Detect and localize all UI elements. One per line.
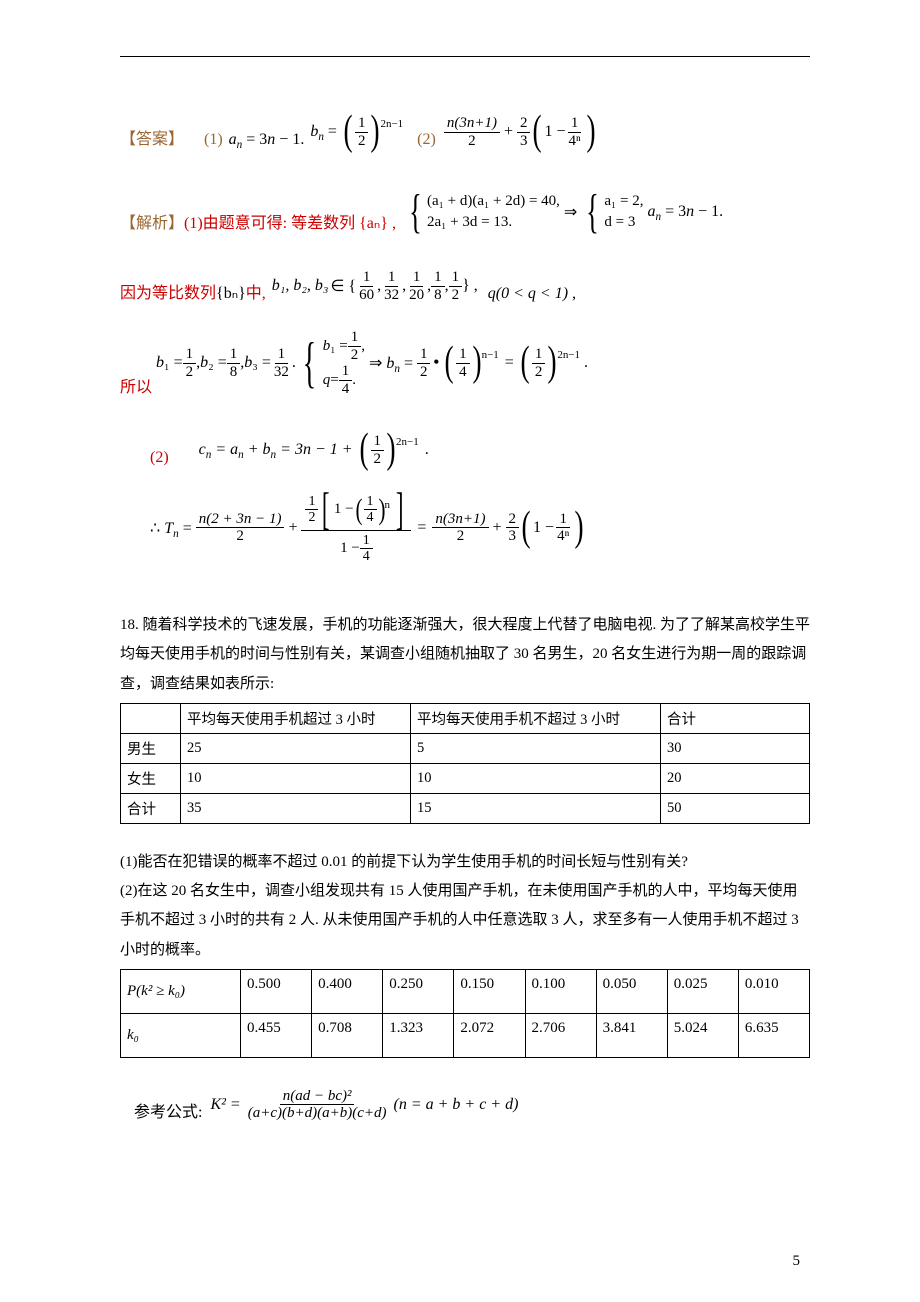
- cell: 2.072: [454, 1013, 525, 1057]
- cell: 6.635: [738, 1013, 809, 1057]
- table-row: 男生 25 5 30: [121, 733, 810, 763]
- k-row2-head: k₀: [121, 1013, 241, 1057]
- line3-set-expr: b₁, b₂, b₃ ∈ { 160, 132, 120, 18, 12 } ,: [272, 269, 478, 303]
- analysis-tag: 【解析】: [120, 209, 184, 233]
- cell: 男生: [121, 733, 181, 763]
- cell: 3.841: [596, 1013, 667, 1057]
- cell: 15: [411, 793, 661, 823]
- analysis-line-4: 所以 b₁ = 12 , b₂ = 18 , b₃ = 132 . { b₁ =…: [120, 325, 810, 397]
- th-total: 合计: [661, 703, 810, 733]
- answer-eq3: n(3n+1)2 + 23 ( 1 − 14ⁿ ): [444, 115, 598, 149]
- top-rule: [120, 56, 810, 57]
- cell: 0.500: [241, 969, 312, 1013]
- answer-line: 【答案】 (1) an = 3n − 1. bn = ( 12 ) 2n−1 (…: [120, 87, 810, 149]
- analysis-intro: (1)由题意可得: 等差数列 {aₙ} ,: [184, 209, 396, 233]
- cell: 20: [661, 763, 810, 793]
- cell: 50: [661, 793, 810, 823]
- line4-eq: b₁ = 12 , b₂ = 18 , b₃ = 132 . { b₁ = 12…: [156, 329, 588, 397]
- line3-mid: 中,: [246, 279, 266, 303]
- ref-formula: K² = n(ad − bc)² (a+c)(b+d)(a+b)(c+d) (n…: [210, 1088, 518, 1122]
- problem-18-text: 18. 随着科学技术的飞速发展，手机的功能逐渐强大，很大程度上代替了电脑电视. …: [120, 611, 810, 699]
- cell: 0.250: [383, 969, 454, 1013]
- cell: 0.400: [312, 969, 383, 1013]
- contingency-table: 平均每天使用手机超过 3 小时 平均每天使用手机不超过 3 小时 合计 男生 2…: [120, 703, 810, 824]
- cell: 30: [661, 733, 810, 763]
- answer-part2-label: (2): [417, 131, 436, 149]
- analysis-line-5: (2) cn = an + bn = 3n − 1 + ( 12 ) 2n−1 …: [150, 419, 810, 467]
- line5-eq: cn = an + bn = 3n − 1 + ( 12 ) 2n−1 .: [199, 433, 429, 467]
- cell: 合计: [121, 793, 181, 823]
- answer-part1-label: (1): [204, 131, 223, 149]
- line3-prefix: 因为等比数列: [120, 279, 216, 303]
- analysis-line-3: 因为等比数列 {bₙ} 中, b₁, b₂, b₃ ∈ { 160, 132, …: [120, 255, 810, 303]
- line4-prefix: 所以: [120, 373, 152, 397]
- table-row: k₀ 0.455 0.708 1.323 2.072 2.706 3.841 5…: [121, 1013, 810, 1057]
- line5-label: (2): [150, 449, 169, 467]
- table-row: P(k² ≥ k₀) 0.500 0.400 0.250 0.150 0.100…: [121, 969, 810, 1013]
- analysis-sys1: { (a₁ + d)(a₁ + 2d) = 40, 2a₁ + 3d = 13.…: [404, 191, 723, 233]
- table-row: 女生 10 10 20: [121, 763, 810, 793]
- page-container: 【答案】 (1) an = 3n − 1. bn = ( 12 ) 2n−1 (…: [0, 0, 920, 1302]
- answer-eq1: an = 3n − 1.: [229, 131, 305, 149]
- cell: 25: [181, 733, 411, 763]
- line3-cond: q(0 < q < 1) ,: [488, 285, 576, 303]
- table-row: 合计 35 15 50: [121, 793, 810, 823]
- cell: 0.050: [596, 969, 667, 1013]
- answer-tag: 【答案】: [120, 125, 184, 149]
- cell: 5: [411, 733, 661, 763]
- cell: 0.150: [454, 969, 525, 1013]
- cell: 5.024: [667, 1013, 738, 1057]
- cell: 0.010: [738, 969, 809, 1013]
- cell: 10: [411, 763, 661, 793]
- ref-formula-line: 参考公式: K² = n(ad − bc)² (a+c)(b+d)(a+b)(c…: [134, 1074, 810, 1122]
- cell: 1.323: [383, 1013, 454, 1057]
- cell: 0.100: [525, 969, 596, 1013]
- answer-eq2: bn = ( 12 ) 2n−1: [310, 115, 405, 149]
- page-number: 5: [793, 1253, 801, 1270]
- table-row: 平均每天使用手机超过 3 小时 平均每天使用手机不超过 3 小时 合计: [121, 703, 810, 733]
- q1-text: (1)能否在犯错误的概率不超过 0.01 的前提下认为学生使用手机的时间长短与性…: [120, 848, 810, 877]
- analysis-line-6: ∴ Tn = n(2 + 3n − 1) 2 + 12 [ 1 − ( 14 )…: [120, 489, 810, 589]
- th-over3: 平均每天使用手机超过 3 小时: [181, 703, 411, 733]
- ref-label: 参考公式:: [134, 1098, 202, 1122]
- cell: 10: [181, 763, 411, 793]
- cell: 0.025: [667, 969, 738, 1013]
- cell: 0.708: [312, 1013, 383, 1057]
- k-row1-head: P(k² ≥ k₀): [121, 969, 241, 1013]
- th-blank: [121, 703, 181, 733]
- cell: 0.455: [241, 1013, 312, 1057]
- spacer: [120, 838, 810, 848]
- th-under3: 平均每天使用手机不超过 3 小时: [411, 703, 661, 733]
- line3-set: {bₙ}: [216, 283, 246, 303]
- cell: 2.706: [525, 1013, 596, 1057]
- q2-text: (2)在这 20 名女生中，调查小组发现共有 15 人使用国产手机，在未使用国产…: [120, 877, 810, 965]
- cell: 35: [181, 793, 411, 823]
- analysis-line-1: 【解析】 (1)由题意可得: 等差数列 {aₙ} , { (a₁ + d)(a₁…: [120, 171, 810, 233]
- cell: 女生: [121, 763, 181, 793]
- k-table: P(k² ≥ k₀) 0.500 0.400 0.250 0.150 0.100…: [120, 969, 810, 1058]
